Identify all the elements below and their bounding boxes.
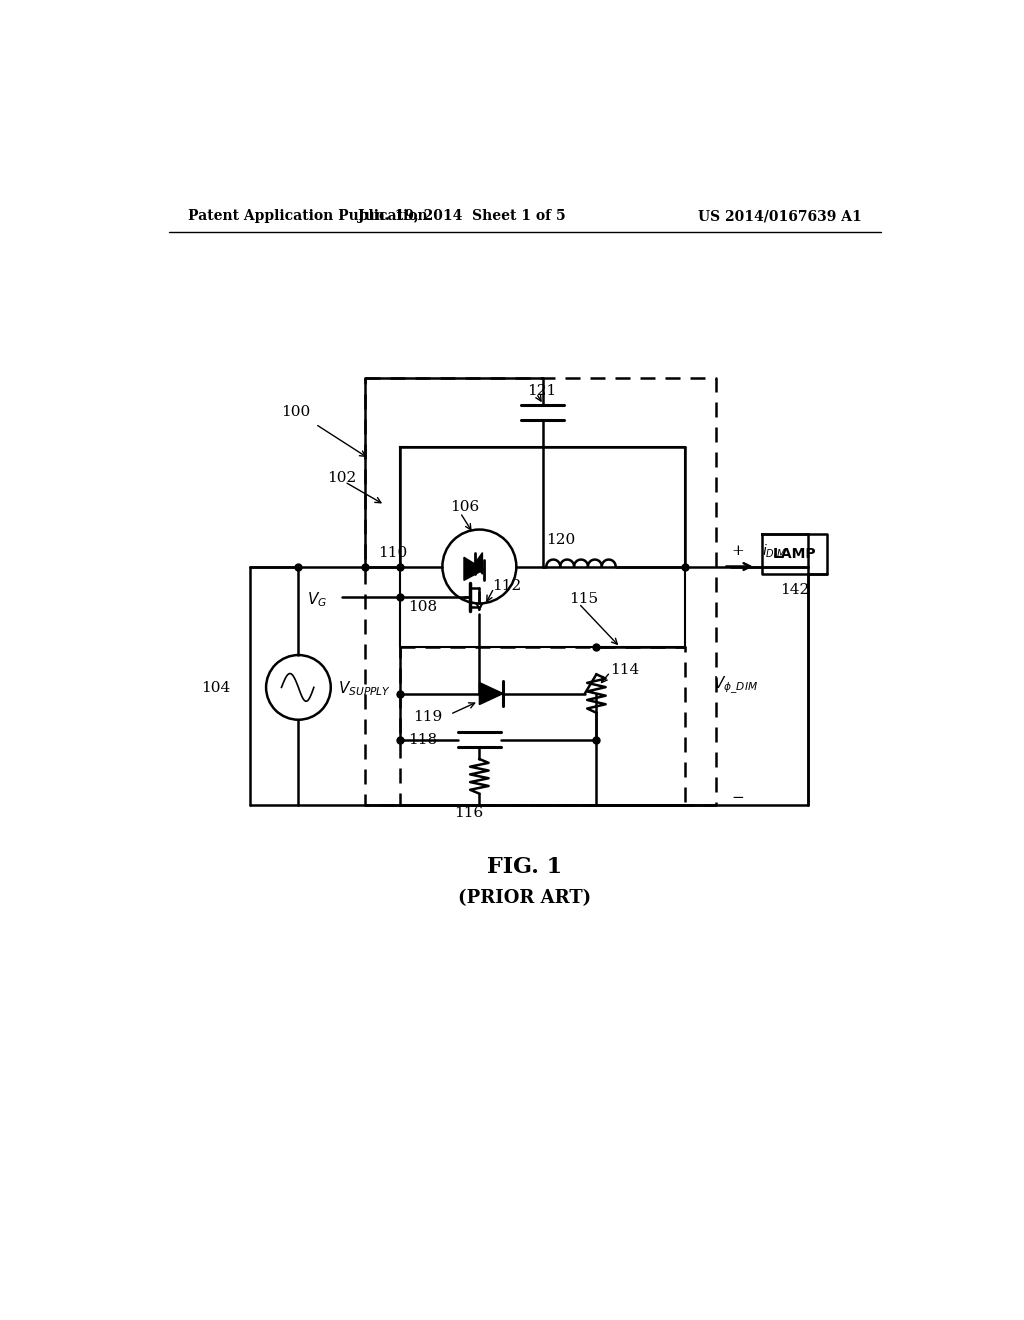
Polygon shape — [475, 553, 482, 574]
Text: 112: 112 — [493, 578, 521, 593]
Text: LAMP: LAMP — [773, 548, 816, 561]
Text: $i_{DIM}$: $i_{DIM}$ — [762, 543, 786, 560]
Text: 119: 119 — [413, 710, 442, 723]
Text: 115: 115 — [569, 591, 599, 606]
Text: 110: 110 — [379, 545, 408, 560]
Text: 116: 116 — [454, 807, 483, 820]
Text: +: + — [731, 544, 743, 558]
Polygon shape — [464, 557, 484, 581]
Text: $V_{SUPPLY}$: $V_{SUPPLY}$ — [339, 678, 391, 697]
Text: 102: 102 — [327, 471, 356, 484]
Text: 114: 114 — [610, 664, 640, 677]
Text: 104: 104 — [202, 681, 230, 696]
Text: 100: 100 — [281, 405, 310, 420]
Text: 120: 120 — [547, 532, 575, 546]
Text: Jun. 19, 2014  Sheet 1 of 5: Jun. 19, 2014 Sheet 1 of 5 — [357, 209, 565, 223]
Polygon shape — [479, 682, 503, 705]
Text: (PRIOR ART): (PRIOR ART) — [458, 888, 592, 907]
Text: −: − — [731, 791, 743, 804]
Text: 108: 108 — [408, 601, 437, 614]
Text: 142: 142 — [779, 582, 809, 597]
Text: 121: 121 — [527, 384, 556, 397]
Text: Patent Application Publication: Patent Application Publication — [188, 209, 428, 223]
Text: FIG. 1: FIG. 1 — [487, 855, 562, 878]
Text: US 2014/0167639 A1: US 2014/0167639 A1 — [698, 209, 862, 223]
Text: $V_{\phi\_DIM}$: $V_{\phi\_DIM}$ — [714, 676, 759, 697]
Text: 106: 106 — [451, 500, 479, 515]
Text: $V_G$: $V_G$ — [307, 590, 327, 609]
Text: 118: 118 — [408, 733, 437, 747]
